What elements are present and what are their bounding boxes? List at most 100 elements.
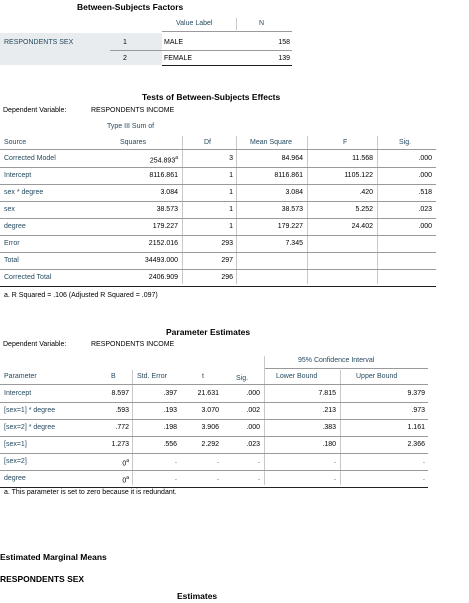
tbse-ss: 254.893a: [149, 155, 178, 165]
pe-se: .198: [163, 424, 177, 431]
pe-lb: .180: [322, 441, 336, 448]
pe-hdr-b: B: [111, 373, 116, 380]
tbse-df: 297: [221, 257, 233, 264]
tbse-hdr-source: Source: [4, 139, 27, 146]
pe-t: 3.070: [201, 407, 219, 414]
pe-dep-value: RESPONDENTS INCOME: [91, 341, 175, 348]
bsf-code-1: 1: [123, 39, 127, 46]
tbse-hdr-ss2: Squares: [120, 139, 147, 146]
tbse-hdr-df: Df: [204, 139, 211, 146]
tbse-row-0: Corrected Model 254.893a 3 84.964 11.568…: [0, 151, 436, 167]
pe-param: Intercept: [4, 390, 32, 397]
pe-hdr-param: Parameter: [4, 373, 37, 380]
tbse-title: Tests of Between-Subjects Effects: [142, 92, 281, 102]
tbse-sig: .000: [418, 155, 432, 162]
tbse-sig: .000: [418, 172, 432, 179]
tbse-source: sex * degree: [4, 189, 44, 196]
pe-param: [sex=1]: [4, 441, 27, 448]
pe-se: .: [175, 458, 177, 465]
pe-row-1: [sex=1] * degree .593 .193 3.070 .002 .2…: [0, 403, 428, 419]
tbse-hdr-f: F: [343, 139, 348, 146]
tbse-row-7: Corrected Total 2406.909 296: [0, 270, 436, 286]
tbse-ms: 8116.861: [274, 172, 303, 179]
tbse-row-4: degree 179.227 1 179.227 24.402 .000: [0, 219, 436, 235]
bsf-code-2: 2: [123, 55, 127, 62]
emm-subheading: RESPONDENTS SEX: [0, 574, 85, 584]
pe-se: .: [175, 475, 177, 482]
tbse-ss: 8116.861: [149, 172, 178, 179]
emm-estimates: Estimates: [177, 591, 218, 601]
tbse-ss: 2152.016: [148, 240, 178, 247]
tbse-f: 11.568: [352, 155, 373, 162]
pe-se: .193: [163, 407, 177, 414]
pe-hdr-ub: Upper Bound: [356, 373, 398, 380]
tbse-df: 1: [229, 206, 233, 213]
pe-param: degree: [4, 475, 26, 482]
bsf-row-header: [0, 33, 162, 65]
pe-row-0: Intercept 8.597 .397 21.631 .000 7.815 9…: [0, 386, 428, 402]
pe-sig: .002: [246, 407, 260, 414]
tbse-source: Corrected Total: [4, 274, 52, 281]
tbse-source: degree: [4, 223, 26, 230]
pe-hdr-se: Std. Error: [137, 373, 167, 380]
tbse-hdr-ms: Mean Square: [250, 139, 293, 146]
pe-se: .556: [163, 441, 177, 448]
tbse-df: 1: [229, 223, 233, 230]
tbse-ss: 38.573: [156, 206, 178, 213]
pe-t: 3.906: [201, 424, 219, 431]
pe-param: [sex=2]: [4, 458, 27, 465]
pe-b: 0a: [122, 475, 129, 485]
bsf-col-n: N: [259, 20, 265, 27]
tbse-f: .420: [359, 189, 373, 196]
tbse-dep-value: RESPONDENTS INCOME: [91, 107, 175, 114]
pe-b: .593: [115, 407, 129, 414]
pe-sig: .: [258, 458, 260, 465]
pe-t: .: [217, 458, 219, 465]
pe-sig: .000: [246, 424, 260, 431]
tbse-ms: 3.084: [285, 189, 303, 196]
tbse-sig: .023: [418, 206, 432, 213]
bsf-title: Between-Subjects Factors: [77, 2, 184, 12]
pe-row-5: degree 0a . . . . .: [0, 471, 428, 487]
tbse-ms: 38.573: [281, 206, 303, 213]
tbse-hdr-sig: Sig.: [399, 139, 412, 146]
tbse-ms: 179.227: [277, 223, 303, 230]
tbse-ss: 3.084: [160, 189, 178, 196]
tbse-hdr-ss1: Type III Sum of: [107, 123, 155, 130]
pe-footnote: a. This parameter is set to zero because…: [4, 489, 177, 496]
pe-lb: .: [334, 458, 336, 465]
pe-ub: 2.366: [407, 441, 425, 448]
pe-se: .397: [163, 390, 177, 397]
bsf-col-value-label: Value Label: [176, 20, 213, 27]
tbse-source: Total: [4, 257, 19, 264]
pe-row-3: [sex=1] 1.273 .556 2.292 .023 .180 2.366: [0, 437, 428, 453]
pe-b: 8.597: [111, 390, 129, 397]
pe-t: .: [217, 475, 219, 482]
tbse-row-2: sex * degree 3.084 1 3.084 .420 .518: [0, 185, 436, 201]
bsf-n-2: 139: [278, 55, 290, 62]
tbse-f: 24.402: [351, 223, 373, 230]
pe-hdr-lb: Lower Bound: [276, 373, 318, 380]
pe-hdr-t: t: [202, 373, 204, 380]
tbse-df: 3: [229, 155, 233, 162]
pe-b: 1.273: [111, 441, 129, 448]
bsf-row-label: RESPONDENTS SEX: [4, 39, 74, 46]
tbse-source: Corrected Model: [4, 155, 56, 162]
pe-t: 2.292: [201, 441, 219, 448]
tbse-row-6: Total 34493.000 297: [0, 253, 436, 269]
pe-lb: .383: [322, 424, 336, 431]
tbse-sig: .000: [418, 223, 432, 230]
pe-b: 0a: [122, 458, 129, 468]
pe-t: 21.631: [197, 390, 219, 397]
tbse-dep-label: Dependent Variable:: [3, 107, 67, 114]
pe-row-4: [sex=2] 0a . . . . .: [0, 454, 428, 470]
pe-param: [sex=1] * degree: [4, 407, 56, 414]
tbse-f: 5.252: [355, 206, 373, 213]
pe-row-2: [sex=2] * degree .772 .198 3.906 .000 .3…: [0, 420, 428, 436]
tbse-footnote: a. R Squared = .106 (Adjusted R Squared …: [4, 292, 158, 299]
tbse-ss: 2406.909: [148, 274, 178, 281]
tbse-df: 1: [229, 172, 233, 179]
tbse-source: sex: [4, 206, 15, 213]
tbse-f: 1105.122: [344, 172, 373, 179]
tbse-df: 293: [221, 240, 233, 247]
